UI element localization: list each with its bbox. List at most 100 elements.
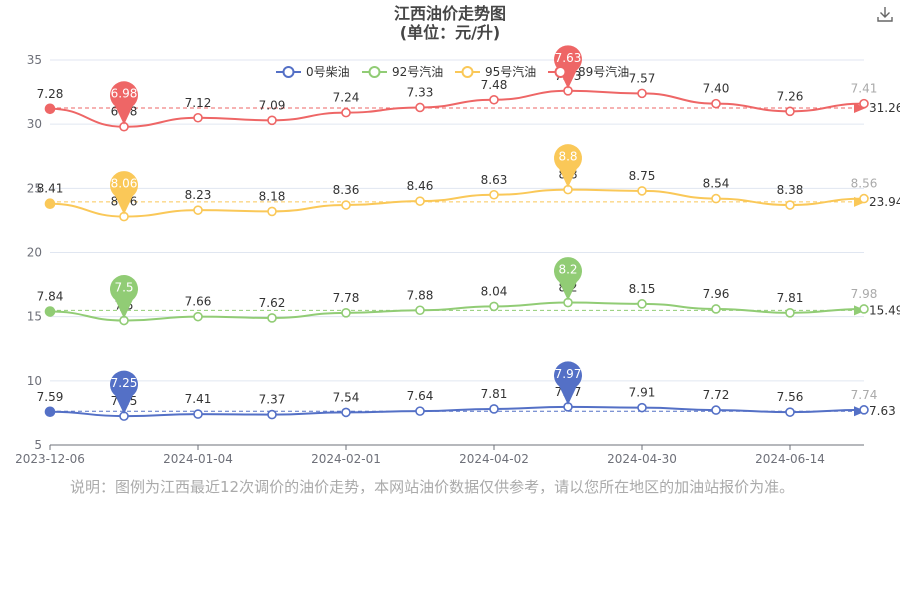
marker-pin	[110, 370, 138, 415]
data-point	[859, 98, 869, 109]
data-point	[193, 112, 203, 123]
y-tick-label: 20	[27, 246, 42, 260]
data-label: 7.72	[703, 388, 730, 402]
marker-pin	[554, 45, 583, 89]
data-label: 8.15	[629, 282, 656, 296]
data-point	[711, 98, 721, 109]
legend-marker	[368, 66, 381, 78]
data-point	[193, 205, 203, 215]
max-min-markers: 7.97 7.25 8.2 7.5 8.8 8.06 7.63 6.98	[110, 45, 583, 415]
data-point	[711, 304, 721, 314]
legend-label: 89号汽油	[578, 64, 629, 79]
marker-label: 8.06	[111, 177, 138, 191]
legend: 0号柴油 92号汽油 95号汽油 89号汽油	[276, 64, 629, 79]
data-label: 8.54	[703, 177, 730, 191]
download-icon[interactable]	[876, 5, 894, 23]
data-labels: 7.59 7.25 7.41 7.37 7.54 7.64 7.81 7.97 7.91 7.72…	[37, 69, 878, 408]
marker-pin	[110, 81, 139, 125]
chart-note: 说明：图例为江西最近12次调价的油价走势，本网站油价数据仅供参考，请以您所在地区…	[70, 478, 795, 496]
data-label: 8.36	[333, 183, 360, 197]
legend-marker	[461, 66, 474, 78]
data-point	[415, 196, 425, 206]
y-axis: 5 10 15 20 25 30 35	[27, 53, 42, 452]
marker-pin	[554, 257, 583, 301]
x-tick-label: 2024-04-30	[607, 452, 677, 466]
y-tick-label: 35	[27, 53, 42, 67]
marker-pin	[110, 171, 139, 215]
data-point	[341, 107, 351, 118]
series-points	[44, 86, 869, 421]
marker-label: 8.2	[558, 263, 577, 277]
grid-lines	[50, 59, 864, 382]
legend-item[interactable]: 95号汽油	[455, 64, 536, 79]
series-line	[49, 89, 865, 128]
data-point	[267, 313, 277, 323]
data-point	[44, 406, 56, 418]
data-label: 7.48	[481, 78, 508, 92]
data-point	[859, 193, 869, 204]
data-point	[785, 308, 795, 318]
marker-label: 7.97	[555, 367, 582, 381]
chart-plot: 5 10 15 20 25 30 35 2023-12-06 2024-01-04 2024-0…	[15, 45, 900, 466]
data-point	[785, 200, 795, 210]
average-label: 23.94	[869, 195, 900, 209]
data-label: 7.88	[407, 288, 434, 302]
data-point	[341, 200, 351, 210]
x-tick-label: 2024-01-04	[163, 452, 233, 466]
data-label: 7.57	[629, 71, 656, 85]
data-point	[193, 311, 203, 322]
data-point	[711, 193, 721, 204]
data-point	[489, 94, 499, 105]
data-point	[44, 306, 56, 317]
series-line	[49, 188, 865, 218]
data-label: 7.84	[37, 290, 64, 304]
legend-label: 92号汽油	[392, 64, 443, 79]
data-point	[267, 409, 277, 420]
data-label: 8.56	[851, 177, 878, 191]
data-label: 7.98	[851, 287, 878, 301]
average-lines: 7.63 15.49 23.94 31.26	[50, 101, 900, 418]
data-point	[341, 308, 351, 318]
data-label: 7.59	[37, 390, 64, 404]
marker-label: 7.63	[555, 51, 582, 65]
series-line	[49, 405, 865, 418]
legend-marker	[282, 66, 295, 78]
legend-label: 95号汽油	[485, 64, 536, 79]
data-label: 8.18	[259, 189, 286, 203]
data-point	[193, 409, 203, 419]
data-label: 7.62	[259, 296, 286, 310]
average-arrow	[854, 102, 866, 113]
data-label: 7.66	[185, 295, 212, 309]
legend-item[interactable]: 0号柴油	[276, 65, 350, 79]
data-label: 7.78	[333, 291, 360, 305]
marker-label: 7.5	[114, 281, 133, 295]
average-label: 31.26	[869, 101, 900, 115]
data-label: 7.81	[777, 291, 804, 305]
x-tick-label: 2024-04-02	[459, 452, 529, 466]
legend-item[interactable]: 92号汽油	[362, 64, 443, 79]
data-label: 8.75	[629, 169, 656, 183]
data-label: 8.41	[37, 182, 64, 196]
average-label: 7.63	[869, 404, 896, 418]
data-label: 7.33	[407, 85, 434, 99]
data-label: 8.23	[185, 188, 212, 202]
data-point	[415, 305, 425, 316]
data-point	[341, 407, 351, 418]
marker-label: 8.8	[558, 150, 577, 164]
data-point	[489, 404, 499, 414]
legend-item[interactable]: 89号汽油	[548, 64, 629, 79]
marker-pin	[110, 275, 138, 319]
data-label: 7.56	[777, 390, 804, 404]
data-label: 7.96	[703, 287, 730, 301]
y-tick-label: 30	[27, 117, 42, 131]
data-label: 7.12	[185, 96, 212, 110]
data-point	[44, 198, 56, 210]
marker-label: 7.25	[111, 376, 138, 390]
data-point	[267, 115, 277, 126]
chart-title: 江西油价走势图 (单位：元/升)	[0, 4, 900, 42]
data-label: 7.26	[777, 89, 804, 103]
data-point	[711, 405, 721, 415]
data-label: 7.40	[703, 82, 730, 96]
data-label: 7.41	[185, 392, 212, 406]
marker-label: 6.98	[111, 87, 138, 101]
